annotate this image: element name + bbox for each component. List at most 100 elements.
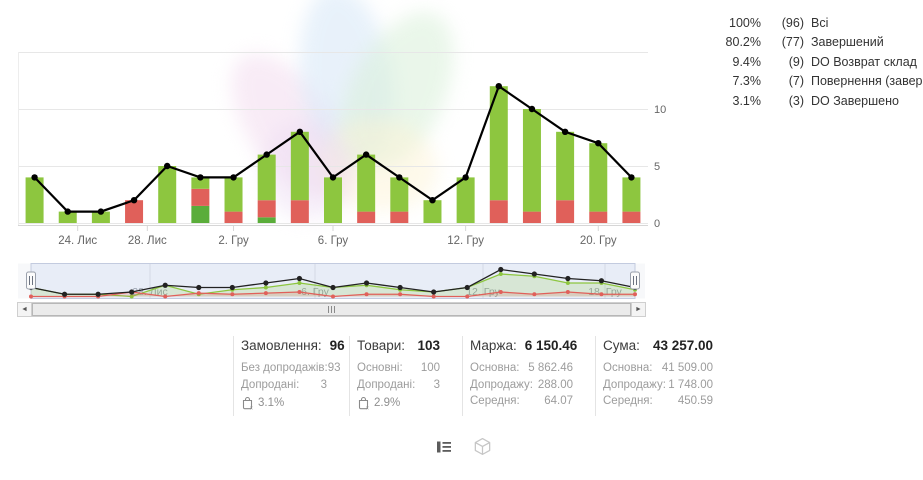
line-point[interactable]: [64, 208, 71, 215]
navigator-right-handle[interactable]: [630, 271, 640, 290]
line-point[interactable]: [561, 128, 569, 135]
svg-text:0: 0: [654, 218, 660, 230]
legend-item-zavershenyi[interactable]: Завершений: [811, 35, 884, 50]
line-point[interactable]: [495, 83, 502, 90]
legend-count: (7): [788, 74, 804, 89]
stat-subvalue: 288.00: [537, 378, 573, 391]
stat-value: 96: [329, 338, 345, 353]
navigator-point: [196, 291, 201, 296]
line-point[interactable]: [230, 174, 237, 181]
line-point[interactable]: [528, 105, 536, 113]
navigator-point: [331, 294, 335, 299]
scrollbar-left-arrow-icon[interactable]: ◄: [18, 303, 32, 316]
line-point[interactable]: [296, 128, 304, 135]
bar-segment[interactable]: [522, 211, 541, 223]
bar-segment[interactable]: [324, 177, 342, 223]
line-point[interactable]: [263, 151, 270, 158]
x-axis-label: 24. Лис: [58, 235, 97, 247]
legend-item-povernennia[interactable]: Повернення (завершений): [811, 74, 923, 89]
bar-segment[interactable]: [257, 154, 276, 201]
bar-segment[interactable]: [390, 211, 409, 223]
bar-segment[interactable]: [224, 211, 243, 223]
stat-block-margin: Маржа: 6 150.46 Основна: 5 862.46 Допродаж…: [462, 336, 595, 416]
navigator-point: [162, 282, 168, 288]
line-point[interactable]: [396, 174, 403, 181]
bar-segment[interactable]: [290, 200, 309, 223]
products-view-button[interactable]: [470, 436, 494, 458]
bar-segment[interactable]: [58, 211, 77, 223]
bar-segment[interactable]: [158, 166, 177, 223]
bar-segment[interactable]: [589, 143, 608, 212]
stat-label: Товари:: [357, 338, 406, 353]
bar-segment[interactable]: [556, 131, 575, 201]
stat-sublabel: Основна:: [470, 362, 520, 374]
stat-sublabel: Допродані:: [357, 378, 416, 391]
legend-item-do-zaversheno[interactable]: DO Завершено: [811, 93, 899, 108]
bar-segment[interactable]: [257, 217, 276, 223]
package-cube-icon: [474, 437, 490, 455]
bar-segment[interactable]: [125, 200, 144, 223]
line-point[interactable]: [362, 151, 370, 158]
bar-segment[interactable]: [25, 177, 44, 223]
bar-segment[interactable]: [522, 109, 541, 212]
line-point[interactable]: [164, 162, 171, 170]
bar-segment[interactable]: [390, 177, 409, 212]
navigator-left-handle[interactable]: [26, 271, 36, 290]
navigator-point: [196, 284, 202, 291]
stat-block-orders: Замовлення: 96 Без допродажів: 93 Допродан…: [233, 336, 349, 416]
bar-segment[interactable]: [489, 86, 508, 201]
bar-segment[interactable]: [489, 200, 508, 223]
bar-segment[interactable]: [423, 200, 442, 223]
bar-segment[interactable]: [191, 188, 210, 206]
navigator-point: [397, 284, 403, 291]
scrollbar-right-arrow-icon[interactable]: ►: [631, 303, 645, 316]
stat-label: Маржа:: [470, 338, 517, 353]
stat-value: 6 150.46: [524, 338, 578, 353]
bar-segment[interactable]: [191, 205, 210, 223]
line-point[interactable]: [595, 140, 602, 147]
line-point[interactable]: [97, 208, 105, 215]
bar-segment[interactable]: [290, 131, 309, 201]
navigator-point: [297, 290, 302, 294]
bar-segment[interactable]: [191, 177, 210, 189]
stat-sublabel: Допродані:: [241, 378, 300, 391]
line-point[interactable]: [31, 174, 38, 181]
scrollbar-thumb[interactable]: [32, 303, 631, 316]
navigator-point: [296, 275, 303, 282]
bar-segment[interactable]: [357, 211, 376, 223]
line-point[interactable]: [329, 174, 337, 181]
stat-value: 103: [417, 338, 440, 353]
navigator-point: [633, 292, 637, 297]
bar-segment[interactable]: [357, 154, 376, 212]
x-axis-label: 20. Гру: [580, 235, 617, 247]
line-point[interactable]: [462, 174, 469, 181]
stat-subvalue: 450.59: [677, 395, 713, 407]
chart-legend: 100% (96) Всі 80.2% (77) Завершений 9.4%…: [686, 14, 923, 111]
bar-segment[interactable]: [589, 211, 608, 223]
navigator-point: [532, 292, 537, 297]
bar-segment[interactable]: [91, 211, 110, 223]
legend-item-vsi[interactable]: Всі: [811, 16, 829, 30]
navigator-point: [363, 280, 370, 286]
stat-block-sum: Сума: 43 257.00 Основна: 41 509.00 Допрода…: [595, 336, 735, 416]
navigator-point: [598, 278, 605, 284]
line-point[interactable]: [197, 174, 204, 181]
line-point[interactable]: [130, 197, 138, 204]
stat-subvalue: 3: [320, 378, 327, 391]
bar-segment[interactable]: [456, 177, 475, 223]
line-point[interactable]: [628, 174, 635, 181]
bar-segment[interactable]: [622, 211, 641, 223]
bar-segment[interactable]: [257, 200, 276, 218]
bar-segment[interactable]: [556, 200, 575, 223]
list-view-button[interactable]: [432, 436, 456, 458]
chart-scrollbar[interactable]: ◄ ►: [17, 302, 646, 317]
line-point[interactable]: [429, 197, 436, 204]
bar-segment[interactable]: [224, 177, 243, 212]
bar-segment[interactable]: [622, 177, 641, 212]
navigator-point: [498, 266, 504, 273]
navigator-point: [263, 285, 268, 290]
legend-count: (3): [788, 93, 804, 108]
navigator-point: [263, 291, 268, 296]
legend-item-do-vozvrat[interactable]: DO Возврат склад: [811, 54, 917, 69]
